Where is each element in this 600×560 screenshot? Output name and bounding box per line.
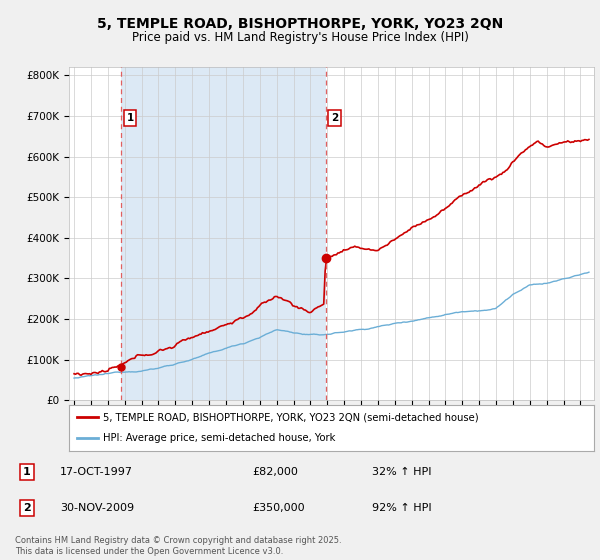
Text: 92% ↑ HPI: 92% ↑ HPI [372,503,431,513]
Text: Price paid vs. HM Land Registry's House Price Index (HPI): Price paid vs. HM Land Registry's House … [131,31,469,44]
Text: 32% ↑ HPI: 32% ↑ HPI [372,466,431,477]
Text: 17-OCT-1997: 17-OCT-1997 [60,466,133,477]
Text: 2: 2 [331,113,338,123]
Text: 2: 2 [23,503,31,513]
Text: £82,000: £82,000 [252,466,298,477]
Text: 30-NOV-2009: 30-NOV-2009 [60,503,134,513]
Text: 5, TEMPLE ROAD, BISHOPTHORPE, YORK, YO23 2QN: 5, TEMPLE ROAD, BISHOPTHORPE, YORK, YO23… [97,17,503,31]
Text: HPI: Average price, semi-detached house, York: HPI: Average price, semi-detached house,… [103,433,335,444]
Text: 5, TEMPLE ROAD, BISHOPTHORPE, YORK, YO23 2QN (semi-detached house): 5, TEMPLE ROAD, BISHOPTHORPE, YORK, YO23… [103,412,479,422]
Text: £350,000: £350,000 [252,503,305,513]
Text: 1: 1 [23,466,31,477]
Text: 1: 1 [127,113,134,123]
Bar [121,67,326,400]
Text: Contains HM Land Registry data © Crown copyright and database right 2025.
This d: Contains HM Land Registry data © Crown c… [15,536,341,556]
